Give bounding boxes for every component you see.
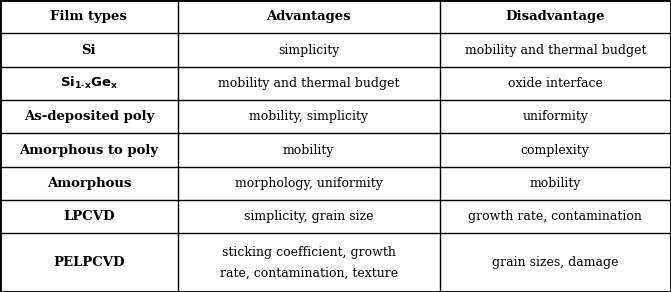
Text: Disadvantage: Disadvantage [505, 10, 605, 23]
Bar [0, 167, 178, 200]
Text: Amorphous: Amorphous [47, 177, 131, 190]
Bar [440, 67, 671, 100]
Text: mobility: mobility [529, 177, 581, 190]
Bar [0, 0, 178, 33]
Bar [0, 33, 178, 67]
Text: simplicity: simplicity [278, 44, 340, 57]
Text: sticking coefficient, growth
rate, contamination, texture: sticking coefficient, growth rate, conta… [219, 246, 398, 280]
Text: oxide interface: oxide interface [508, 77, 603, 90]
Text: simplicity, grain size: simplicity, grain size [244, 210, 373, 223]
Bar [178, 167, 440, 200]
Bar [440, 133, 671, 167]
Bar [0, 133, 178, 167]
Text: As-deposited poly: As-deposited poly [23, 110, 154, 123]
Text: complexity: complexity [521, 144, 590, 157]
Text: mobility and thermal budget: mobility and thermal budget [464, 44, 646, 57]
Bar [440, 233, 671, 292]
Bar [0, 100, 178, 133]
Bar [440, 100, 671, 133]
Bar [0, 233, 178, 292]
Bar [178, 233, 440, 292]
Bar [178, 33, 440, 67]
Text: Film types: Film types [50, 10, 127, 23]
Bar [0, 67, 178, 100]
Text: Si: Si [82, 44, 96, 57]
Text: Advantages: Advantages [266, 10, 351, 23]
Text: PELPCVD: PELPCVD [53, 256, 125, 269]
Bar [178, 133, 440, 167]
Text: LPCVD: LPCVD [63, 210, 115, 223]
Bar [178, 200, 440, 233]
Text: mobility and thermal budget: mobility and thermal budget [218, 77, 399, 90]
Bar [178, 100, 440, 133]
Text: growth rate, contamination: growth rate, contamination [468, 210, 642, 223]
Bar [0, 200, 178, 233]
Bar [440, 200, 671, 233]
Text: Amorphous to poly: Amorphous to poly [19, 144, 158, 157]
Bar [178, 67, 440, 100]
Text: $\mathbf{Si_{1\text{-}x}Ge_{x}}$: $\mathbf{Si_{1\text{-}x}Ge_{x}}$ [60, 75, 118, 91]
Bar [440, 33, 671, 67]
Text: morphology, uniformity: morphology, uniformity [235, 177, 382, 190]
Bar [440, 0, 671, 33]
Bar [178, 0, 440, 33]
Text: grain sizes, damage: grain sizes, damage [492, 256, 619, 269]
Text: mobility: mobility [283, 144, 334, 157]
Text: uniformity: uniformity [522, 110, 588, 123]
Bar [440, 167, 671, 200]
Text: mobility, simplicity: mobility, simplicity [249, 110, 368, 123]
